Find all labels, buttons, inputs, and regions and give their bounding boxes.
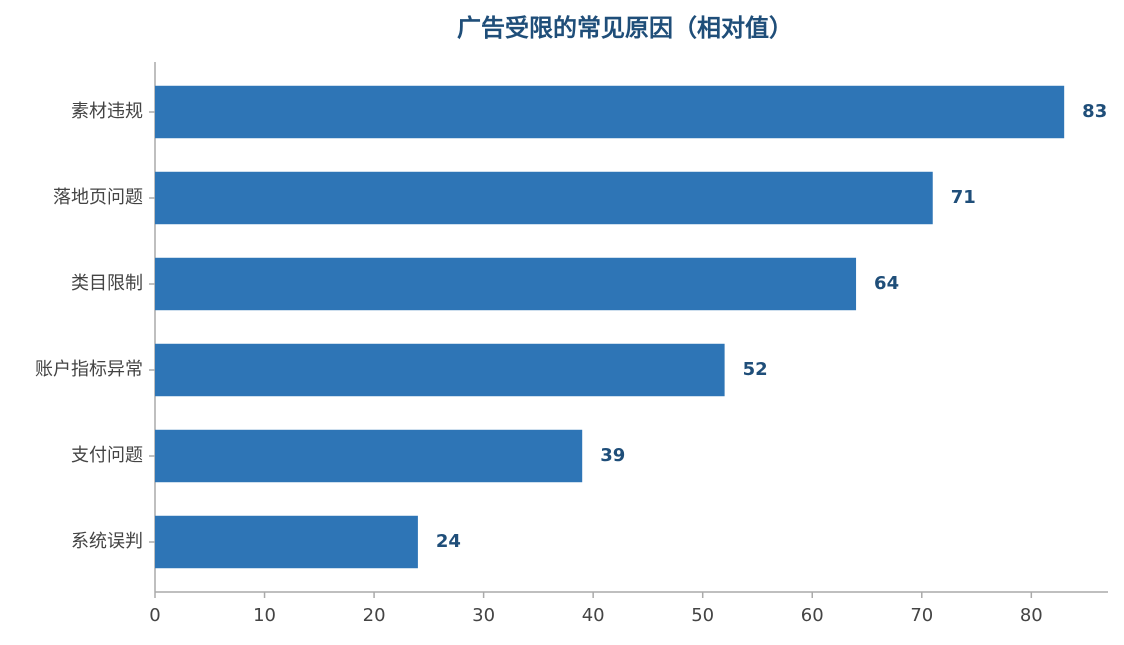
value-label: 64: [874, 273, 899, 294]
value-label: 24: [436, 531, 461, 552]
x-tick-label: 80: [1020, 605, 1043, 626]
bar: [155, 257, 857, 311]
chart-title: 广告受限的常见原因（相对值）: [457, 14, 793, 42]
bar: [155, 429, 583, 483]
y-tick-label: 素材违规: [71, 101, 143, 122]
bar: [155, 343, 725, 397]
y-tick-label: 系统误判: [71, 531, 143, 552]
value-label: 39: [600, 445, 625, 466]
value-label: 52: [743, 359, 768, 380]
value-label: 71: [951, 187, 976, 208]
y-tick-label: 账户指标异常: [35, 359, 143, 380]
x-tick-label: 0: [149, 605, 160, 626]
x-tick-label: 20: [363, 605, 386, 626]
x-tick-label: 50: [691, 605, 714, 626]
x-tick-label: 30: [472, 605, 495, 626]
x-tick-label: 60: [801, 605, 824, 626]
bar: [155, 171, 933, 225]
x-tick-label: 70: [910, 605, 933, 626]
x-tick-label: 40: [582, 605, 605, 626]
bar: [155, 515, 418, 569]
y-tick-label: 落地页问题: [53, 187, 143, 208]
value-label: 83: [1082, 101, 1107, 122]
x-tick-label: 10: [253, 605, 276, 626]
y-tick-label: 支付问题: [71, 445, 143, 466]
bar: [155, 85, 1065, 139]
y-tick-label: 类目限制: [71, 273, 143, 294]
